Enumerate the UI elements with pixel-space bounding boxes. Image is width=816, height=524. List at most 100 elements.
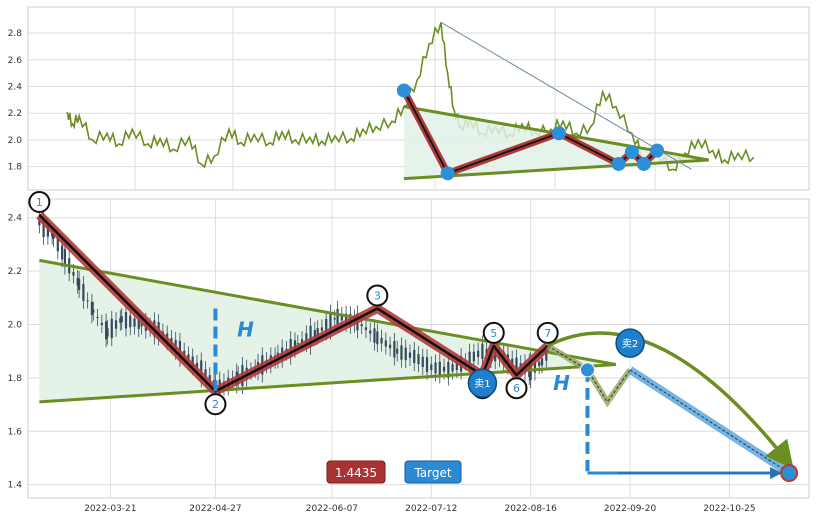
candle-body	[100, 322, 103, 326]
pattern-point-label: 2	[212, 398, 219, 411]
candle-body	[56, 237, 59, 252]
candle-body	[52, 233, 55, 239]
overview-y-tick-label: 2.8	[8, 29, 23, 39]
candle-body	[90, 301, 93, 316]
pattern-point-label: 1	[36, 196, 43, 209]
candle-body	[78, 278, 81, 290]
detail-x-tick-label: 2022-03-21	[84, 504, 136, 514]
candle-body	[120, 316, 123, 323]
candle-body	[133, 318, 136, 327]
target-value-text: 1.4435	[335, 466, 377, 480]
candle-body	[106, 328, 109, 337]
candle-body	[360, 324, 363, 327]
candle-body	[369, 330, 372, 334]
overview-pattern-point	[396, 83, 411, 98]
candle-body	[76, 277, 79, 286]
candle-body	[336, 308, 339, 325]
target-label-box	[404, 460, 462, 484]
candle-body	[333, 318, 336, 320]
projection-drop-line	[629, 369, 790, 474]
pattern-point-marker	[28, 191, 51, 214]
candle-body	[421, 356, 424, 367]
candle-body	[540, 358, 544, 366]
detail-x-tick-label: 2022-04-27	[189, 504, 241, 514]
candle-body	[86, 300, 89, 302]
candle-body	[425, 357, 429, 372]
sell-point-marker	[467, 368, 498, 398]
overview-guide-line	[440, 21, 692, 170]
detail-y-tick-label: 1.6	[8, 427, 23, 437]
candle-body	[396, 348, 399, 354]
candle-body	[119, 318, 122, 323]
candle-body	[389, 344, 392, 349]
candle-body	[105, 321, 108, 340]
candle-body	[404, 347, 407, 361]
overview-pattern-point	[440, 166, 455, 181]
candle-body	[204, 369, 207, 379]
pattern-point-marker	[482, 321, 505, 344]
height-marker-label: H	[237, 317, 254, 341]
candle-body	[42, 217, 45, 237]
candle-body	[110, 318, 113, 339]
candle-body	[60, 245, 64, 260]
detail-x-tick-label: 2022-08-16	[505, 504, 558, 514]
candle-body	[195, 362, 199, 369]
sell-point-label: 卖2	[622, 338, 638, 350]
candle-body	[533, 361, 537, 373]
overview-pattern-point	[624, 144, 639, 159]
candle-body	[309, 325, 312, 347]
breakout-point	[579, 362, 595, 378]
target-point	[780, 464, 799, 483]
candle-body	[51, 233, 54, 237]
candle-body	[320, 327, 324, 331]
detail-y-tick-label: 1.8	[8, 374, 23, 384]
candle-body	[430, 364, 433, 371]
overview-pattern-point	[636, 156, 651, 171]
candle-body	[129, 315, 132, 328]
candle-body	[438, 361, 441, 376]
candle-body	[208, 375, 211, 381]
candle-body	[140, 322, 143, 327]
candle-body	[63, 248, 67, 267]
candle-body	[384, 340, 387, 347]
overview-y-tick-label: 2.2	[8, 109, 22, 119]
detail-x-tick-label: 2022-06-07	[306, 504, 358, 514]
overview-trendline	[403, 158, 709, 181]
candle-body	[373, 328, 376, 343]
pattern-point-label: 6	[513, 382, 520, 395]
candle-body	[92, 309, 95, 313]
candle-body	[364, 327, 368, 331]
candle-body	[451, 364, 454, 372]
detail-y-tick-label: 2.2	[8, 267, 22, 277]
detail-y-tick-label: 2.0	[8, 320, 23, 330]
sell-point-label: 卖1	[474, 378, 490, 390]
candle-body	[325, 318, 328, 333]
pattern-point-label: 5	[490, 327, 497, 340]
sell-point-marker	[615, 328, 645, 358]
pattern-point-label: 7	[544, 327, 551, 340]
candle-body	[447, 362, 450, 378]
overview-pattern-point	[551, 126, 566, 141]
candle-body	[316, 328, 319, 337]
overview-y-tick-label: 2.4	[8, 82, 23, 92]
candle-body	[545, 352, 548, 361]
candle-body	[400, 345, 403, 360]
candle-body	[472, 351, 475, 362]
target-label-text: Target	[413, 466, 451, 480]
candle-body	[137, 318, 140, 330]
candle-body	[296, 343, 299, 345]
pattern-point-marker	[505, 377, 528, 400]
candle-body	[538, 361, 541, 367]
overview-pattern-point	[611, 156, 626, 171]
candle-body	[313, 330, 316, 338]
candle-body	[38, 220, 41, 226]
overview-y-tick-label: 2.6	[8, 56, 23, 66]
candle-body	[200, 360, 203, 380]
candle-body	[455, 361, 458, 371]
candle-body	[380, 337, 383, 344]
target-arc-arrow	[546, 331, 794, 470]
detail-y-tick-label: 1.4	[8, 481, 23, 491]
detail-trendline-upper	[39, 258, 617, 366]
